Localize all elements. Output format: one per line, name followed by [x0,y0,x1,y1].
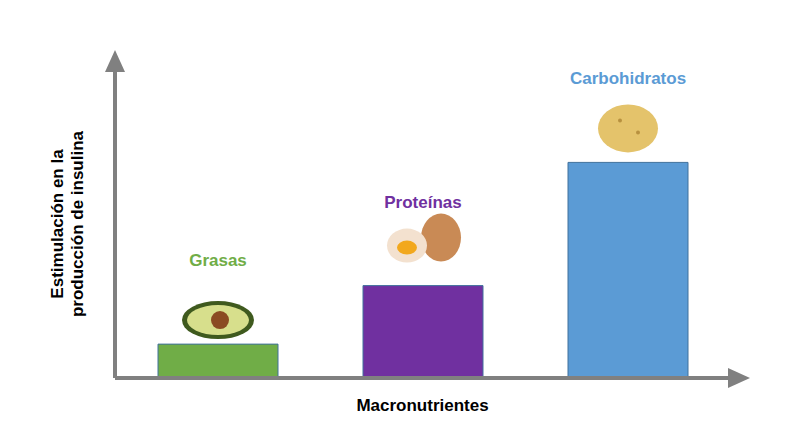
svg-text:Macronutrientes: Macronutrientes [356,396,488,415]
svg-text:Proteínas: Proteínas [384,193,461,212]
svg-text:Carbohidratos: Carbohidratos [570,69,686,88]
svg-text:Grasas: Grasas [189,251,247,270]
svg-text:Estimulación en laproducción d: Estimulación en laproducción de insulina [48,130,87,317]
